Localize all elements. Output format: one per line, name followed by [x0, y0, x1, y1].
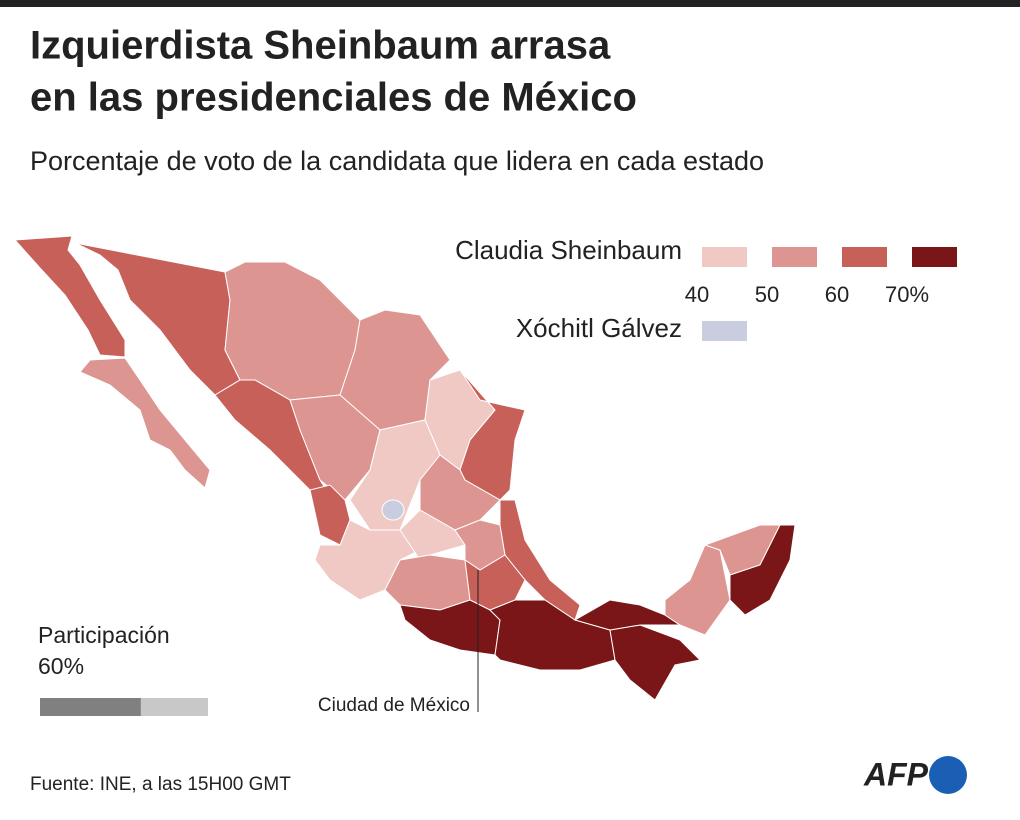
state: [489, 599, 616, 671]
legend-swatch: [702, 247, 747, 267]
source: Fuente: INE, a las 15H00 GMT: [30, 774, 291, 795]
map-annotation: Ciudad de México: [318, 695, 470, 716]
legend-name: Claudia Sheinbaum: [455, 235, 682, 265]
participation-label: Participación: [38, 622, 170, 648]
logo-circle: [929, 756, 967, 794]
top-bar: [0, 0, 1020, 7]
state: [224, 261, 361, 401]
legend-swatch: [772, 247, 817, 267]
state: [664, 544, 731, 636]
participation-value: 60%: [38, 653, 84, 679]
legend-name: Xóchitl Gálvez: [516, 313, 682, 343]
state: [13, 235, 126, 358]
title-line: Izquierdista Sheinbaum arrasa: [30, 24, 611, 68]
legend-tick-label: 50: [755, 282, 779, 307]
state: [79, 357, 211, 489]
state: [609, 624, 702, 701]
subtitle: Porcentaje de voto de la candidata que l…: [30, 146, 764, 176]
state: [729, 524, 796, 616]
legend-swatch: [842, 247, 887, 267]
legend-tick-label: 60: [825, 282, 849, 307]
legend-swatch: [702, 321, 747, 341]
state: [289, 394, 381, 501]
participation-fill: [40, 698, 141, 716]
legend-swatch: [912, 247, 957, 267]
title-line: en las presidenciales de México: [30, 76, 637, 120]
legend-tick-label: 40: [685, 282, 709, 307]
legend-tick-label: 70%: [885, 282, 929, 307]
state: [381, 499, 405, 521]
map: [13, 235, 796, 712]
participation-bar: [40, 698, 208, 716]
state: [399, 599, 501, 656]
logo: AFP: [863, 756, 929, 792]
legend: 40 50 60 70%: [685, 247, 957, 341]
